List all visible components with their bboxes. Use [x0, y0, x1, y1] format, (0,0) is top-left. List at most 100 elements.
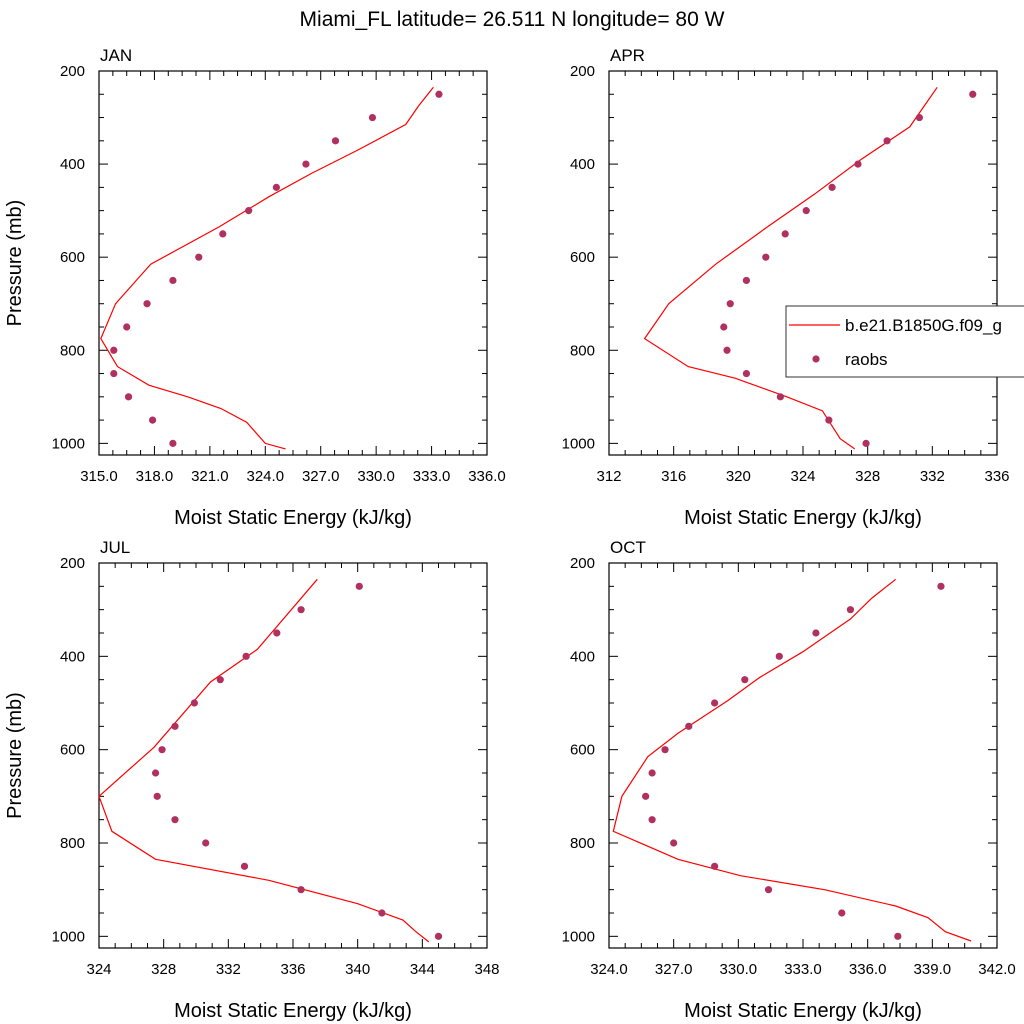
data-point-raobs — [862, 439, 870, 447]
data-point-raobs — [742, 369, 751, 378]
x-tick-label: 332 — [920, 468, 945, 485]
figure-title: Miami_FL latitude= 26.511 N longitude= 8… — [300, 8, 725, 31]
x-axis-title: Moist Static Energy (kJ/kg) — [174, 507, 412, 529]
panel-oct: OCT 324.0 327.0 330.0 333.0 336.0 339.0 342.0 20… — [562, 538, 1016, 1022]
data-point-raobs — [846, 606, 855, 614]
x-tick-label: 316 — [661, 468, 686, 485]
y-tick-label: 200 — [60, 63, 85, 80]
y-tick-label: 600 — [570, 742, 595, 759]
x-tick-label: 327.0 — [655, 961, 693, 978]
data-point-raobs — [242, 652, 250, 660]
x-tick-label: 330.0 — [357, 468, 395, 485]
plot-frame — [608, 70, 998, 456]
data-point-raobs — [969, 90, 977, 98]
panel-label: JAN — [100, 46, 132, 65]
x-tick-label: 344 — [410, 961, 435, 978]
x-tick-label: 342.0 — [978, 961, 1016, 978]
y-tick-label: 1000 — [52, 928, 85, 945]
data-point-raobs — [776, 393, 784, 401]
data-point-raobs — [685, 722, 693, 730]
panel-jan: JAN 315.0 318.0 321.0 324.0 327.0 330.0 333.0 33… — [4, 46, 506, 529]
x-tick-label: 324.0 — [590, 961, 628, 978]
data-point-raobs — [110, 346, 118, 354]
data-point-raobs — [169, 276, 177, 285]
panel-jul: JUL 324 328 332 336 340 344 348 200 400 600 800 1000… — [4, 538, 500, 1022]
series-line-model — [100, 86, 434, 450]
x-tick-label: 348 — [474, 961, 499, 978]
data-point-raobs — [202, 839, 210, 847]
x-tick-label: 328 — [855, 468, 880, 485]
x-tick-label: 312 — [596, 468, 621, 485]
data-point-raobs — [434, 932, 443, 940]
data-point-raobs — [825, 416, 833, 424]
plot-frame — [98, 70, 488, 456]
x-tick-label: 336.0 — [468, 468, 506, 485]
x-tick-label: 332 — [216, 961, 241, 978]
panels: JAN 315.0 318.0 321.0 324.0 327.0 330.0 333.0 33… — [4, 46, 1016, 1022]
data-point-raobs — [240, 862, 249, 870]
y-tick-label: 600 — [60, 742, 85, 759]
data-point-raobs — [368, 113, 377, 122]
data-point-raobs — [124, 393, 133, 401]
data-point-raobs — [355, 582, 363, 590]
data-point-raobs — [302, 160, 310, 168]
y-tick-label: 400 — [570, 648, 595, 665]
x-tick-label: 330.0 — [720, 961, 758, 978]
x-axis-title: Moist Static Energy (kJ/kg) — [684, 507, 922, 529]
data-point-raobs — [915, 113, 924, 122]
data-point-raobs — [723, 346, 731, 354]
series-line-model — [643, 86, 938, 450]
x-tick-label: 321.0 — [191, 468, 229, 485]
x-tick-label: 340 — [345, 961, 370, 978]
data-point-raobs — [272, 183, 280, 191]
plot-frame — [98, 562, 488, 949]
data-point-raobs — [854, 160, 862, 168]
legend-box — [785, 305, 1024, 378]
data-point-raobs — [670, 839, 678, 847]
y-tick-label: 800 — [60, 835, 85, 852]
legend-label-raobs: raobs — [845, 350, 888, 369]
data-point-raobs — [245, 207, 253, 215]
y-axis-title: Pressure (mb) — [4, 200, 26, 327]
data-point-raobs — [741, 676, 749, 684]
data-point-raobs — [661, 746, 669, 754]
data-point-raobs — [764, 886, 773, 894]
data-point-raobs — [775, 652, 783, 660]
x-tick-label: 320 — [726, 468, 751, 485]
legend-marker-swatch — [812, 355, 820, 363]
x-axis-title: Moist Static Energy (kJ/kg) — [174, 1000, 412, 1022]
series-line-model — [98, 578, 430, 943]
x-tick-label: 336 — [280, 961, 305, 978]
y-tick-label: 400 — [60, 648, 85, 665]
series-line-model — [612, 578, 972, 942]
y-tick-label: 600 — [570, 249, 595, 266]
y-tick-label: 800 — [570, 835, 595, 852]
data-point-raobs — [802, 207, 810, 215]
data-point-raobs — [110, 369, 118, 378]
data-point-raobs — [937, 582, 945, 590]
data-point-raobs — [190, 699, 198, 707]
y-tick-label: 800 — [60, 342, 85, 359]
legend-label-model: b.e21.B1850G.f09_g — [845, 316, 1002, 335]
x-tick-label: 324.0 — [247, 468, 285, 485]
data-point-raobs — [297, 886, 305, 894]
data-point-raobs — [838, 909, 846, 917]
x-tick-label: 328 — [151, 961, 176, 978]
x-tick-label: 333.0 — [413, 468, 451, 485]
data-point-raobs — [642, 792, 650, 800]
x-tick-label: 327.0 — [302, 468, 340, 485]
x-tick-label: 324 — [86, 961, 111, 978]
data-point-raobs — [726, 300, 734, 308]
data-point-raobs — [171, 722, 179, 730]
x-tick-label: 336 — [984, 468, 1009, 485]
x-tick-label: 339.0 — [914, 961, 952, 978]
plot-frame — [608, 562, 998, 949]
data-point-raobs — [711, 699, 719, 707]
x-tick-label: 318.0 — [136, 468, 174, 485]
data-point-raobs — [883, 137, 891, 145]
data-point-raobs — [297, 606, 305, 614]
data-point-raobs — [720, 323, 728, 331]
x-tick-label: 324 — [790, 468, 815, 485]
data-point-raobs — [153, 792, 161, 800]
